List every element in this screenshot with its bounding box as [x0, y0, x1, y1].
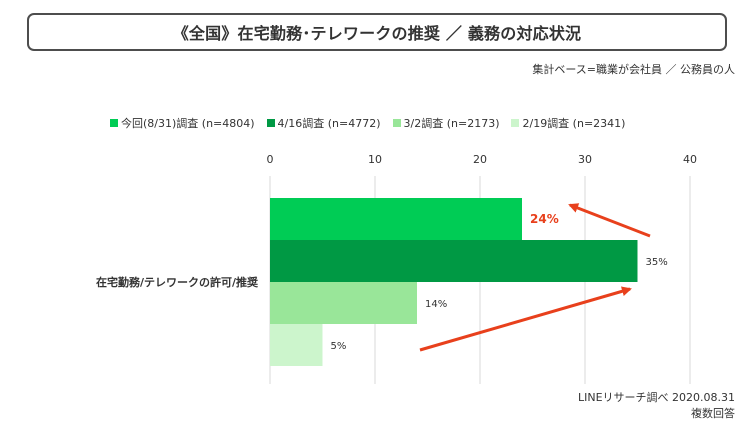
x-tick-label: 0 — [267, 153, 274, 166]
x-tick-label: 40 — [683, 153, 697, 166]
data-label: 24% — [530, 212, 559, 226]
data-label: 14% — [425, 299, 447, 310]
legend-item: 2/19調査 (n=2341) — [511, 115, 625, 131]
legend-label: 4/16調査 (n=4772) — [277, 117, 381, 130]
category-label: 在宅勤務/テレワークの許可/推奨 — [96, 275, 259, 289]
answer-note: 複数回答 — [691, 407, 735, 420]
x-tick-label: 20 — [473, 153, 487, 166]
data-label: 35% — [646, 257, 668, 268]
legend-swatch — [266, 119, 275, 127]
legend-item: 4/16調査 (n=4772) — [266, 115, 381, 131]
legend-swatch — [110, 119, 118, 127]
chart-title: 《全国》在宅勤務･テレワークの推奨 ／ 義務の対応状況 — [27, 13, 727, 51]
legend-item: 3/2調査 (n=2173) — [392, 115, 500, 131]
legend-item: 今回(8/31)調査 (n=4804) — [110, 115, 255, 131]
legend-label: 今回(8/31)調査 (n=4804) — [121, 117, 255, 130]
trend-arrow-up — [568, 203, 651, 238]
legend-swatch — [392, 119, 401, 127]
x-tick-label: 30 — [578, 153, 592, 166]
bar — [270, 240, 638, 282]
source-note: LINEリサーチ調べ 2020.08.31 — [577, 391, 735, 404]
bar — [270, 282, 417, 324]
trend-arrow-rise — [419, 286, 632, 352]
x-tick-label: 10 — [368, 153, 382, 166]
bar — [270, 198, 522, 240]
legend-label: 3/2調査 (n=2173) — [403, 117, 500, 130]
legend-swatch — [511, 119, 520, 127]
chart-subtitle: 集計ベース=職業が会社員 ／ 公務員の人 — [532, 63, 735, 76]
legend: 今回(8/31)調査 (n=4804) 4/16調査 (n=4772) 3/2調査 … — [110, 115, 625, 131]
data-label: 5% — [331, 341, 347, 352]
bar — [270, 324, 323, 366]
legend-label: 2/19調査 (n=2341) — [522, 117, 626, 130]
